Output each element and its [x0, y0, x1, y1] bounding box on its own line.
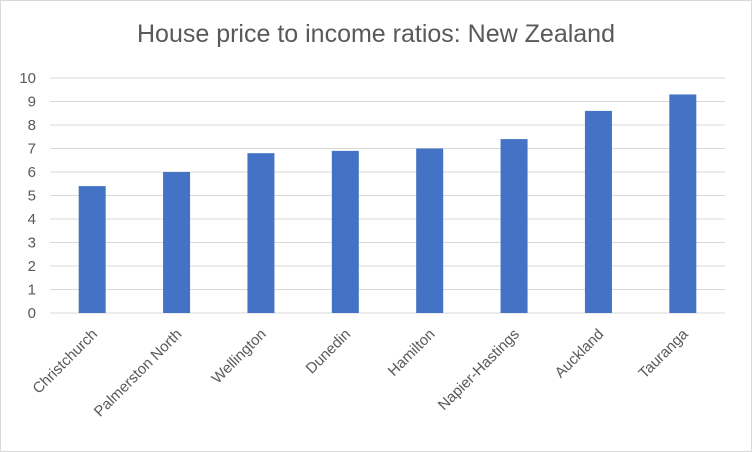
- y-tick-label-1: 1: [28, 282, 36, 299]
- gridlines: [50, 77, 725, 314]
- bar-palmerston-north: [163, 172, 191, 313]
- bar-tauranga: [669, 94, 697, 313]
- y-tick-label-0: 0: [28, 305, 36, 322]
- bars: [78, 94, 697, 314]
- x-label-christchurch: Christchurch: [29, 326, 101, 398]
- y-tick-label-9: 9: [28, 94, 36, 111]
- bar-napier-hastings: [500, 139, 528, 313]
- bar-wellington: [247, 153, 275, 313]
- bar-christchurch: [78, 186, 106, 313]
- y-tick-label-4: 4: [28, 211, 36, 228]
- y-tick-label-3: 3: [28, 235, 36, 252]
- y-axis-tick-labels: 0 1 2 3 4 5 6 7 8 9 10: [19, 70, 36, 322]
- y-tick-label-8: 8: [28, 117, 36, 134]
- y-tick-label-5: 5: [28, 188, 36, 205]
- x-label-hamilton: Hamilton: [385, 326, 439, 380]
- bar-hamilton: [416, 148, 444, 313]
- x-label-auckland: Auckland: [552, 326, 608, 382]
- bar-auckland: [584, 110, 612, 314]
- x-label-tauranga: Tauranga: [635, 325, 692, 382]
- x-label-palmerston-north: Palmerston North: [91, 326, 186, 421]
- y-tick-label-2: 2: [28, 258, 36, 275]
- bar-dunedin: [331, 150, 359, 313]
- x-label-dunedin: Dunedin: [303, 326, 355, 378]
- y-tick-label-6: 6: [28, 164, 36, 181]
- chart-title: House price to income ratios: New Zealan…: [136, 20, 615, 48]
- x-label-wellington: Wellington: [208, 326, 269, 387]
- x-label-napier-hastings: Napier-Hastings: [435, 326, 523, 414]
- y-tick-label-10: 10: [19, 70, 36, 87]
- y-tick-label-7: 7: [28, 141, 36, 158]
